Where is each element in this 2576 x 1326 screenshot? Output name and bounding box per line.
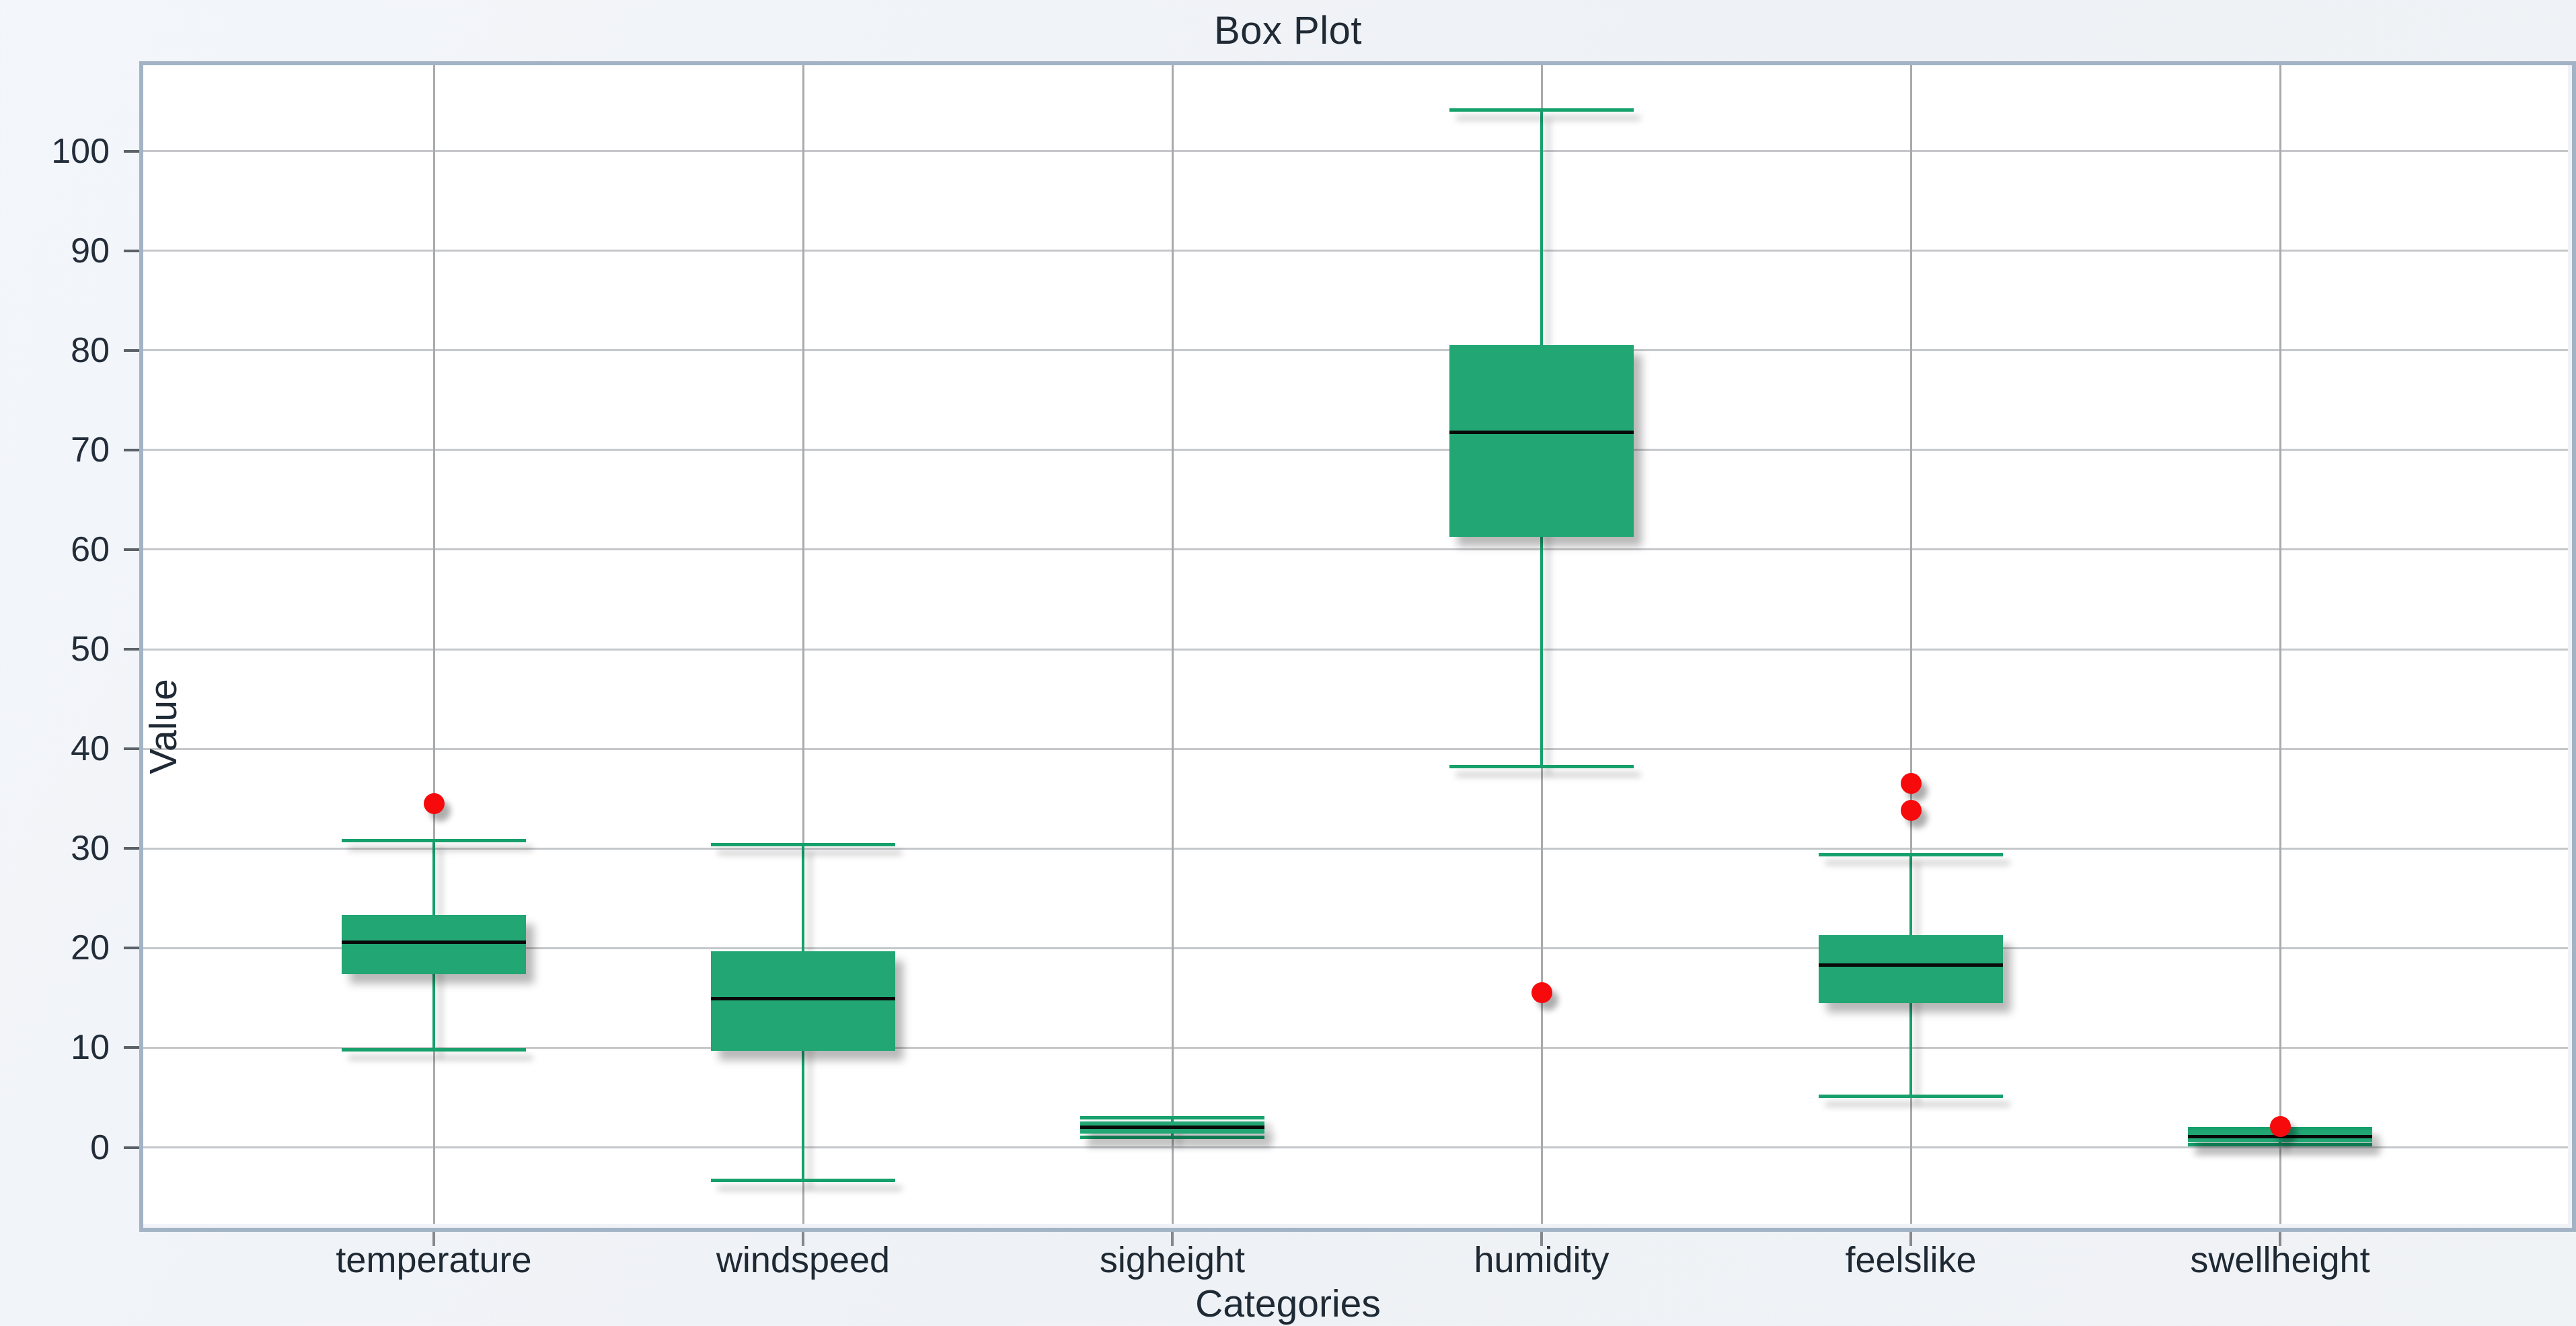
- h-gridline: [143, 548, 2568, 551]
- x-axis-title: Categories: [1195, 1282, 1381, 1325]
- y-tick-mark: [124, 1146, 142, 1149]
- v-gridline: [432, 65, 435, 1224]
- y-tick-mark: [124, 249, 142, 252]
- v-gridline: [802, 65, 804, 1224]
- median-line: [1819, 963, 2003, 967]
- h-gridline: [143, 1046, 2568, 1049]
- y-tick-label: 100: [51, 131, 110, 171]
- h-gridline: [143, 349, 2568, 352]
- median-line: [342, 940, 526, 944]
- y-tick-label: 90: [71, 231, 110, 270]
- whisker-cap-top: [1449, 108, 1634, 112]
- median-line: [1080, 1126, 1264, 1130]
- plot-area: Value 0 10 20 30 40 50 60 70 80 90 100 temperature w…: [51, 65, 2568, 1280]
- y-tick-label: 0: [90, 1128, 110, 1167]
- y-tick-label: 80: [71, 330, 110, 370]
- x-tick-mark: [2279, 1228, 2281, 1246]
- v-gridline: [2279, 65, 2281, 1224]
- x-category-label: windspeed: [716, 1240, 891, 1280]
- y-tick-mark: [124, 947, 142, 950]
- outlier-dot: [423, 793, 445, 815]
- y-tick-label: 40: [71, 729, 110, 769]
- x-category-label: temperature: [336, 1240, 532, 1280]
- v-gridline: [1909, 65, 1912, 1224]
- y-tick-label: 70: [71, 430, 110, 470]
- h-gridline: [143, 747, 2568, 750]
- x-category-label: sigheight: [1099, 1240, 1246, 1280]
- box: [711, 951, 895, 1051]
- y-tick-mark: [124, 648, 142, 651]
- median-line: [1449, 430, 1634, 434]
- y-tick-mark: [124, 1046, 142, 1049]
- y-tick-label: 50: [71, 630, 110, 669]
- y-tick-mark: [124, 149, 142, 153]
- chart-title: Box Plot: [1214, 9, 1362, 52]
- whisker-cap-bottom: [1819, 1095, 2003, 1099]
- y-tick-label: 60: [71, 529, 110, 569]
- whisker-cap-bottom: [2188, 1142, 2372, 1146]
- v-gridline: [1171, 65, 1174, 1224]
- median-line: [711, 997, 895, 1001]
- h-gridline: [143, 150, 2568, 152]
- h-gridline: [143, 947, 2568, 949]
- box: [1819, 935, 2003, 1003]
- h-gridline: [143, 847, 2568, 850]
- x-category-label: feelslike: [1845, 1240, 1977, 1280]
- x-tick-mark: [1540, 1228, 1543, 1246]
- y-tick-mark: [124, 747, 142, 751]
- y-tick-mark: [124, 448, 142, 451]
- whisker-cap-top: [1080, 1115, 1264, 1119]
- y-axis-title: Value: [142, 679, 185, 774]
- x-tick-mark: [802, 1228, 804, 1246]
- outlier-dot: [1900, 773, 1922, 795]
- x-category-label: swellheight: [2190, 1240, 2370, 1280]
- whisker-cap-bottom: [1080, 1136, 1264, 1140]
- whisker-cap-top: [342, 838, 526, 842]
- outlier-dot: [2269, 1115, 2291, 1137]
- box: [1449, 345, 1634, 537]
- box: [342, 915, 526, 974]
- x-category-label: humidity: [1474, 1240, 1609, 1280]
- y-tick-label: 20: [71, 928, 110, 968]
- whisker-cap-bottom: [342, 1047, 526, 1052]
- y-tick-mark: [124, 847, 142, 850]
- x-tick-mark: [1171, 1228, 1174, 1246]
- h-gridline: [143, 648, 2568, 651]
- whisker-cap-top: [1819, 852, 2003, 856]
- y-tick-mark: [124, 348, 142, 352]
- x-tick-mark: [432, 1228, 435, 1246]
- outlier-dot: [1900, 800, 1922, 821]
- h-gridline: [143, 250, 2568, 252]
- whisker-cap-top: [711, 842, 895, 846]
- y-tick-label: 10: [71, 1028, 110, 1068]
- y-tick-label: 30: [71, 829, 110, 869]
- whisker-cap-bottom: [711, 1178, 895, 1182]
- y-tick-mark: [124, 548, 142, 551]
- h-gridline: [143, 1146, 2568, 1148]
- whisker-cap-bottom: [1449, 765, 1634, 769]
- x-tick-mark: [1909, 1228, 1912, 1246]
- outlier-dot: [1531, 982, 1552, 1004]
- h-gridline: [143, 449, 2568, 451]
